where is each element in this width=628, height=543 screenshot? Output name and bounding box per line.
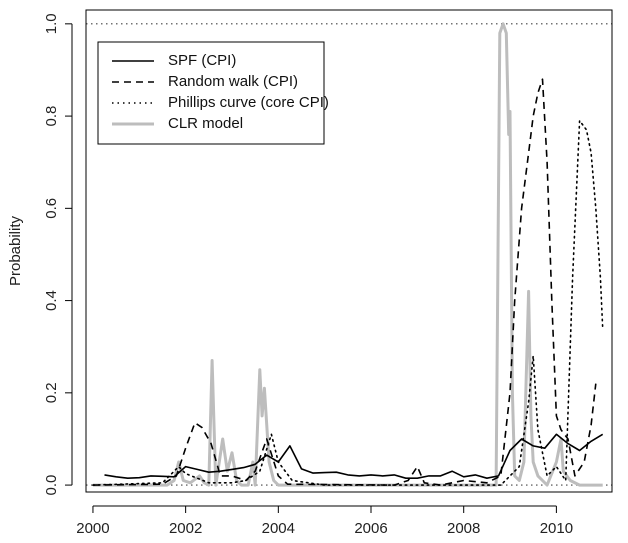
series-line-3: [93, 22, 603, 487]
x-tick-label: 2010: [540, 520, 573, 537]
legend-box: [97, 41, 325, 145]
y-axis-title: Probability: [7, 215, 24, 286]
plot-frame: [85, 9, 613, 493]
y-tick-label: 0.2: [43, 382, 60, 403]
y-tick-label: 0.8: [43, 106, 60, 127]
x-tick-label: 2004: [262, 520, 295, 537]
y-tick-label: 0.4: [43, 290, 60, 311]
series-line-0: [104, 433, 604, 479]
axes: 2000 2002 2004 2006 2008 2010 0.0 0.2 0.4 0.6 0.8 1…: [7, 9, 613, 537]
x-tick-label: 2008: [447, 520, 480, 537]
legend-label-0: SPF (CPI): [168, 52, 236, 69]
legend-label-2: Phillips curve (core CPI): [168, 94, 329, 111]
legend-label-3: CLR model: [168, 115, 243, 132]
y-tick-label: 0.0: [43, 475, 60, 496]
y-tick-label: 1.0: [43, 13, 60, 34]
x-tick-label: 2002: [169, 520, 202, 537]
x-tick-label: 2000: [76, 520, 109, 537]
series-line-2: [92, 119, 604, 486]
x-tick-label: 2006: [354, 520, 387, 537]
legend-label-1: Random walk (CPI): [168, 73, 298, 90]
plot-area: [86, 22, 612, 487]
series-line-1: [92, 78, 597, 486]
legend: SPF (CPI) Random walk (CPI) Phillips curve…: [97, 41, 329, 145]
y-tick-label: 0.6: [43, 198, 60, 219]
